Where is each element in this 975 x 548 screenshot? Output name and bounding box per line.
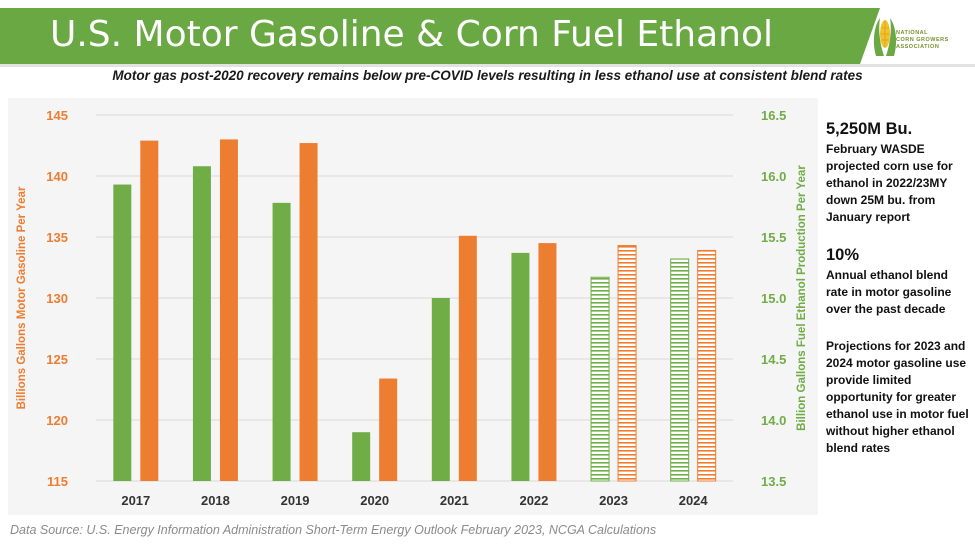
logo-line-2: CORN GROWERS [896, 37, 949, 43]
gasoline-bar [140, 140, 159, 481]
data-source: Data Source: U.S. Energy Information Adm… [10, 523, 657, 537]
projection-note: Projections for 2023 and 2024 motor gaso… [826, 339, 969, 455]
ethanol-bar [192, 166, 211, 481]
x-tick-label: 2018 [201, 493, 230, 508]
x-tick-label: 2021 [440, 493, 469, 508]
gasoline-bar [299, 143, 318, 481]
gasoline-bar [538, 243, 557, 481]
y2-tick-label: 16.5 [761, 108, 786, 123]
ethanol-bar [352, 432, 371, 481]
corn-icon [873, 18, 897, 56]
stat-blend-rate-value: 10% [826, 246, 860, 264]
chart-subtitle: Motor gas post-2020 recovery remains bel… [112, 68, 863, 83]
y2-tick-label: 16.0 [761, 169, 786, 184]
gasoline-bar [617, 245, 637, 482]
y2-axis-label: Billion Gallons Fuel Ethanol Production … [796, 165, 808, 431]
y2-tick-label: 14.0 [761, 413, 786, 428]
y2-tick-label: 13.5 [761, 474, 786, 489]
x-tick-label: 2020 [360, 493, 389, 508]
y2-tick-label: 14.5 [761, 352, 786, 367]
ethanol-bar [511, 252, 530, 481]
x-tick-label: 2024 [679, 493, 709, 508]
stat-blend-rate-text: Annual ethanol blend rate in motor gasol… [826, 268, 952, 316]
y-axis-label: Billions Gallons Motor Gasoline Per Year [16, 186, 28, 409]
y2-tick-label: 15.5 [761, 230, 786, 245]
gasoline-bar [458, 235, 477, 481]
stat-corn-use-value: 5,250M Bu. [826, 120, 913, 138]
x-tick-label: 2022 [519, 493, 548, 508]
logo-text: NATIONAL CORN GROWERS ASSOCIATION [896, 30, 949, 51]
ethanol-bar [431, 298, 450, 481]
ethanol-bar [272, 202, 291, 481]
y-tick-label: 135 [46, 230, 68, 245]
y-tick-label: 115 [47, 474, 68, 489]
y-tick-label: 145 [46, 108, 68, 123]
title-banner: U.S. Motor Gasoline & Corn Fuel Ethanol [0, 8, 880, 64]
sidebar-notes: 5,250M Bu. February WASDE projected corn… [826, 120, 972, 457]
y-tick-label: 130 [46, 291, 68, 306]
logo-line-3: ASSOCIATION [896, 44, 940, 50]
logo-line-1: NATIONAL [896, 30, 929, 36]
title-underline [0, 64, 975, 67]
x-tick-label: 2019 [281, 493, 310, 508]
y-tick-label: 125 [46, 352, 68, 367]
ethanol-bar [670, 258, 690, 482]
gasoline-bar [697, 249, 717, 482]
y2-tick-label: 15.0 [761, 291, 786, 306]
y-tick-label: 140 [46, 169, 68, 184]
x-tick-label: 2023 [599, 493, 628, 508]
y-tick-label: 120 [46, 413, 68, 428]
page-title: U.S. Motor Gasoline & Corn Fuel Ethanol [50, 14, 773, 55]
x-tick-label: 2017 [121, 493, 150, 508]
ethanol-bar [113, 184, 132, 481]
gasoline-bar [219, 139, 238, 481]
stat-corn-use-text: February WASDE projected corn use for et… [826, 142, 953, 224]
ethanol-bar [590, 276, 610, 482]
combo-bar-chart: 115 13.5 120 14.0 125 14.5 130 15.0 135 15.5 140 16… [16, 108, 808, 508]
ncga-logo: NATIONAL CORN GROWERS ASSOCIATION [872, 10, 972, 66]
gasoline-bar [379, 378, 398, 481]
